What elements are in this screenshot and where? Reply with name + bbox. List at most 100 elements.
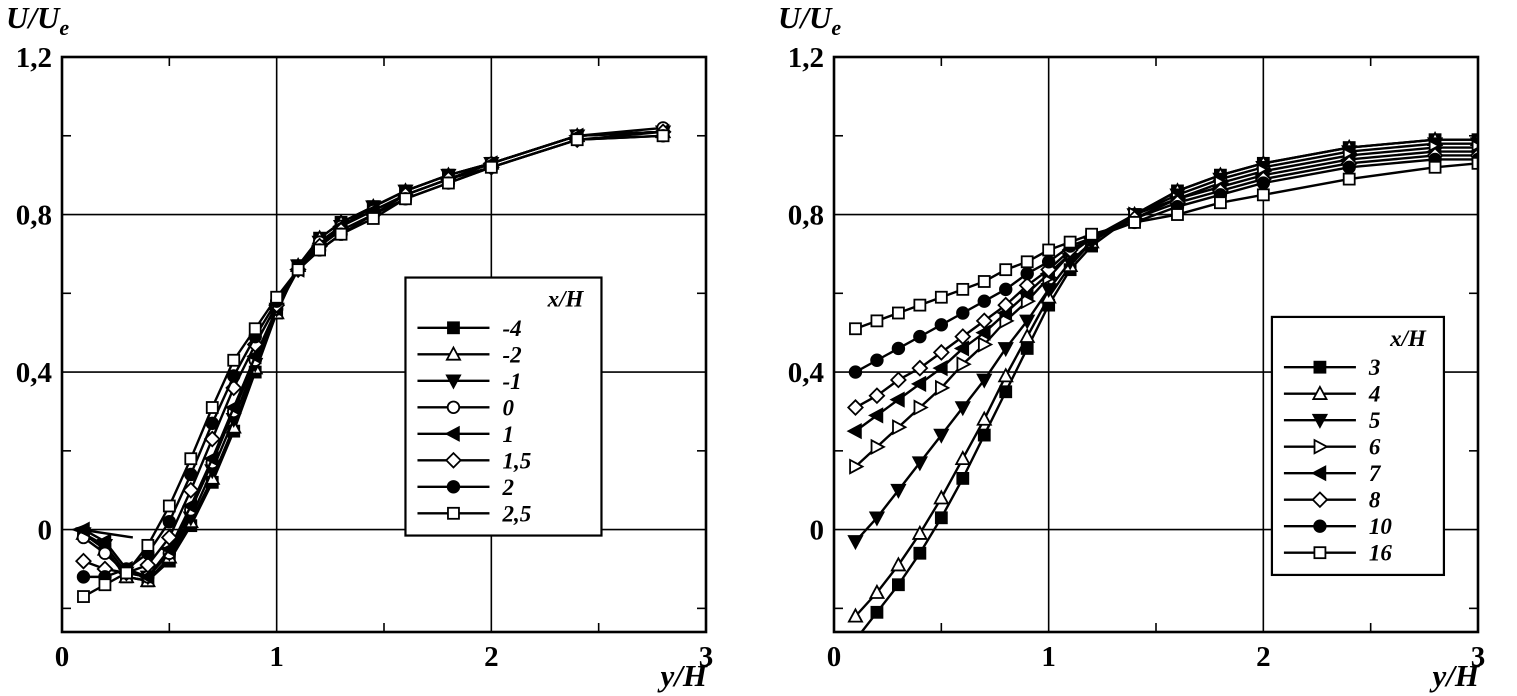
triangle-right-marker bbox=[956, 356, 972, 373]
x-tick-label: 1 bbox=[1041, 641, 1056, 673]
legend-label: 8 bbox=[1369, 488, 1381, 513]
triangle-left-marker bbox=[932, 360, 948, 377]
legend-label: -4 bbox=[502, 316, 521, 341]
plot-frame bbox=[832, 55, 1480, 634]
square-marker bbox=[913, 546, 927, 560]
square-marker bbox=[205, 401, 219, 414]
triangle-left-marker bbox=[889, 391, 905, 408]
square-marker bbox=[977, 275, 991, 288]
circle-marker bbox=[956, 306, 970, 320]
triangle-down-marker bbox=[445, 374, 462, 390]
legend-title: x/H bbox=[547, 287, 585, 312]
circle-marker bbox=[1020, 266, 1034, 281]
square-marker bbox=[248, 322, 262, 336]
legend-label: 2,5 bbox=[501, 501, 531, 526]
diamond-marker bbox=[160, 529, 178, 546]
square-marker bbox=[1256, 188, 1270, 202]
circle-marker bbox=[1041, 255, 1056, 269]
square-marker bbox=[366, 212, 380, 225]
circle-marker bbox=[446, 400, 461, 414]
legend-label: 2 bbox=[501, 475, 514, 500]
circle-marker bbox=[913, 329, 927, 344]
series-group bbox=[846, 131, 1478, 645]
triangle-down-marker bbox=[976, 373, 993, 389]
triangle-up-marker bbox=[911, 524, 928, 540]
square-marker bbox=[934, 511, 948, 525]
square-marker bbox=[1020, 255, 1034, 269]
y-axis-title-main: U/U bbox=[778, 0, 832, 35]
legend-label: 6 bbox=[1369, 435, 1381, 460]
square-marker bbox=[1213, 196, 1227, 210]
legend-label: 10 bbox=[1369, 514, 1393, 539]
square-marker bbox=[1313, 546, 1327, 560]
y-tick-label: 0,8 bbox=[788, 200, 824, 232]
triangle-up-marker bbox=[890, 556, 907, 572]
x-axis-title: y/H bbox=[1432, 658, 1480, 693]
triangle-up-marker bbox=[1311, 384, 1329, 400]
square-marker bbox=[870, 605, 884, 619]
diamond-marker bbox=[1311, 491, 1329, 509]
x-tick-label: 2 bbox=[1256, 641, 1271, 673]
triangle-down-marker bbox=[911, 456, 928, 472]
square-marker bbox=[1128, 216, 1141, 229]
diamond-marker bbox=[868, 387, 886, 405]
square-marker bbox=[892, 578, 905, 592]
square-marker bbox=[162, 499, 176, 513]
triangle-down-marker bbox=[890, 483, 907, 499]
square-marker bbox=[1171, 208, 1184, 221]
square-marker bbox=[1428, 160, 1442, 174]
series-group bbox=[74, 121, 672, 603]
legend-title: x/H bbox=[1389, 326, 1427, 351]
square-marker bbox=[999, 263, 1013, 277]
square-marker bbox=[399, 192, 412, 206]
plot-frame bbox=[60, 55, 708, 634]
triangle-right-marker bbox=[870, 438, 886, 455]
circle-marker bbox=[1313, 519, 1327, 533]
square-marker bbox=[1471, 156, 1478, 170]
triangle-left-marker bbox=[953, 340, 970, 357]
circle-marker bbox=[999, 282, 1013, 297]
circle-marker bbox=[934, 318, 949, 332]
triangle-down-marker bbox=[1019, 314, 1036, 330]
legend-box bbox=[1270, 315, 1446, 577]
triangle-right-marker bbox=[913, 399, 929, 416]
triangle-up-marker bbox=[868, 583, 886, 599]
diamond-marker bbox=[139, 556, 157, 574]
square-marker bbox=[977, 428, 991, 442]
diamond-marker bbox=[975, 312, 993, 330]
square-marker bbox=[892, 306, 905, 320]
square-marker bbox=[570, 133, 584, 147]
square-marker bbox=[291, 263, 305, 277]
triangle-left-marker bbox=[444, 425, 460, 442]
triangle-left-marker bbox=[846, 423, 862, 440]
y-tick-label: 1,2 bbox=[788, 42, 824, 74]
y-tick-label: 0 bbox=[38, 515, 53, 547]
square-marker bbox=[850, 634, 861, 645]
square-marker bbox=[77, 590, 90, 603]
triangle-down-marker bbox=[997, 342, 1014, 358]
square-marker bbox=[120, 566, 133, 580]
circle-marker bbox=[977, 294, 991, 308]
diamond-marker bbox=[997, 296, 1015, 314]
triangle-up-marker bbox=[933, 489, 950, 505]
triangle-down-marker bbox=[954, 401, 971, 417]
square-marker bbox=[313, 243, 327, 257]
triangle-left-marker bbox=[224, 399, 241, 416]
diamond-marker bbox=[954, 328, 972, 346]
square-marker bbox=[870, 314, 884, 328]
arrow-head bbox=[70, 524, 86, 536]
x-axis-title: y/H bbox=[660, 658, 708, 693]
triangle-down-marker bbox=[1040, 283, 1057, 299]
diamond-marker bbox=[444, 451, 462, 469]
circle-marker bbox=[848, 365, 863, 379]
legend-label: 4 bbox=[1368, 382, 1381, 407]
square-marker bbox=[447, 321, 460, 335]
square-marker bbox=[141, 538, 155, 552]
triangle-left-marker bbox=[975, 324, 991, 341]
circle-marker bbox=[162, 515, 177, 529]
x-tick-label: 0 bbox=[55, 641, 70, 673]
triangle-left-marker bbox=[203, 450, 219, 467]
y-tick-label: 1,2 bbox=[16, 42, 52, 74]
x-tick-label: 1 bbox=[269, 641, 284, 673]
